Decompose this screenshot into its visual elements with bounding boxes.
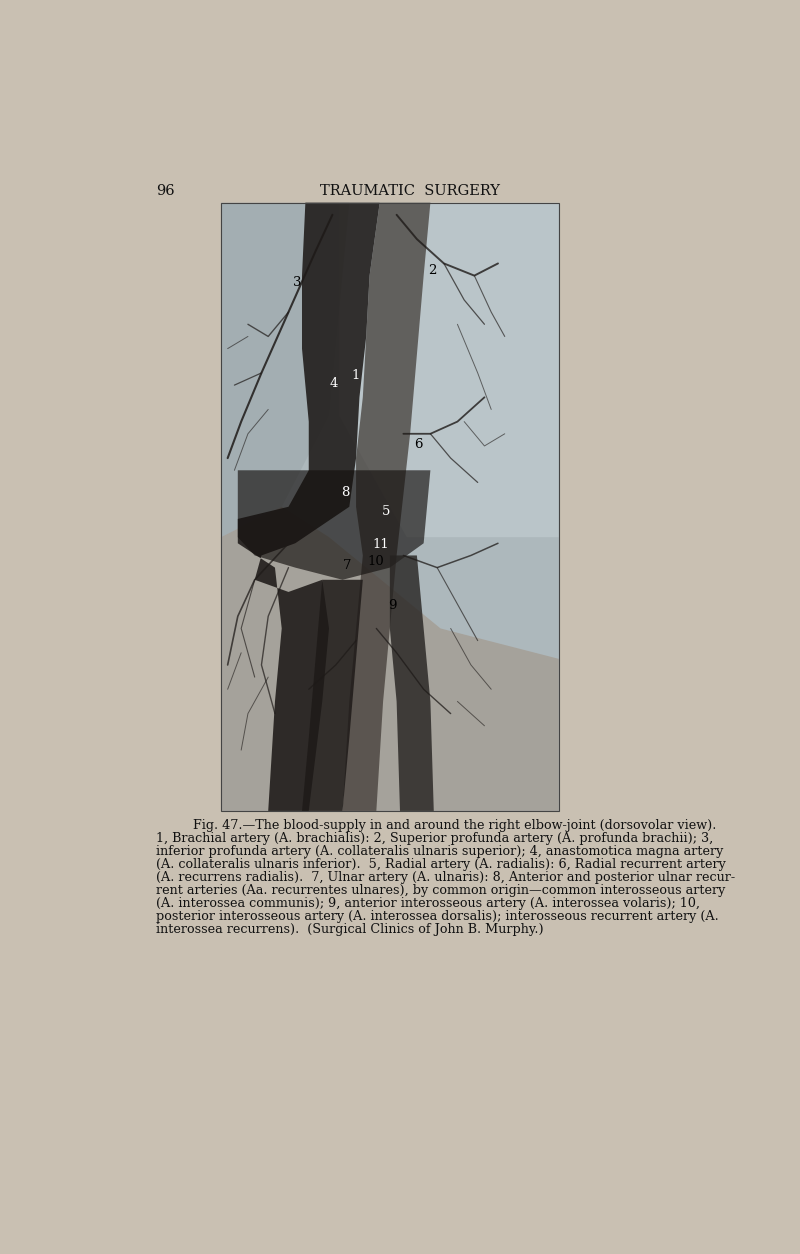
Text: TRAUMATIC  SURGERY: TRAUMATIC SURGERY [320,184,500,198]
Text: 9: 9 [388,599,397,612]
Text: (A. collateralis ulnaris inferior).  5, Radial artery (A. radialis): 6, Radial r: (A. collateralis ulnaris inferior). 5, R… [156,858,726,870]
Polygon shape [238,470,430,579]
Text: 11: 11 [372,538,389,551]
Text: Fig. 47.—The blood-supply in and around the right elbow-joint (dorsovolar view).: Fig. 47.—The blood-supply in and around … [193,819,716,831]
Text: 8: 8 [341,485,350,499]
Polygon shape [390,556,434,811]
Polygon shape [221,507,558,811]
Text: 4: 4 [330,377,338,390]
Text: 10: 10 [367,556,384,568]
Polygon shape [339,203,558,537]
Text: inferior profunda artery (A. collateralis ulnaris superior); 4, anastomotica mag: inferior profunda artery (A. collaterali… [156,845,723,858]
Text: (A. interossea communis); 9, anterior interosseous artery (A. interossea volaris: (A. interossea communis); 9, anterior in… [156,897,700,910]
Text: 2: 2 [428,265,436,277]
Text: 1: 1 [352,370,360,382]
Text: (A. recurrens radialis).  7, Ulnar artery (A. ulnaris): 8, Anterior and posterio: (A. recurrens radialis). 7, Ulnar artery… [156,870,735,884]
Text: 1, Brachial artery (A. brachialis): 2, Superior profunda artery (A. profunda bra: 1, Brachial artery (A. brachialis): 2, S… [156,831,713,845]
Text: 7: 7 [343,559,352,572]
Polygon shape [342,203,430,811]
Bar [221,203,558,811]
Polygon shape [221,203,350,537]
Text: 3: 3 [293,276,301,290]
Text: 96: 96 [156,184,174,198]
Text: 6: 6 [414,438,423,451]
Polygon shape [238,203,380,811]
Polygon shape [302,579,363,811]
Bar [221,203,558,811]
Text: 5: 5 [382,505,390,518]
Text: rent arteries (Aa. recurrentes ulnares), by common origin—common interosseous ar: rent arteries (Aa. recurrentes ulnares),… [156,884,725,897]
Text: interossea recurrens).  (Surgical Clinics of John B. Murphy.): interossea recurrens). (Surgical Clinics… [156,923,543,935]
Text: posterior interosseous artery (A. interossea dorsalis); interosseous recurrent a: posterior interosseous artery (A. intero… [156,910,718,923]
